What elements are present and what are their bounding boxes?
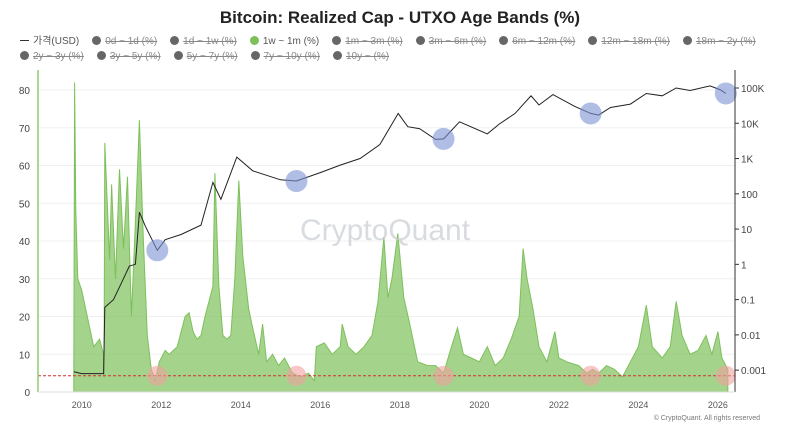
- chart-title: Bitcoin: Realized Cap - UTXO Age Bands (…: [219, 8, 581, 27]
- y-left-tick-label: 20: [19, 313, 31, 324]
- x-tick-label: 2026: [708, 400, 728, 410]
- band-low-circle: [580, 365, 601, 386]
- y-right-tick-label: 0.1: [741, 296, 755, 307]
- legend-label: 18m ~ 2y (%): [695, 36, 756, 47]
- dot-swatch-icon: [499, 36, 509, 45]
- dot-swatch-icon: [249, 36, 259, 45]
- price-line-group: [73, 85, 727, 375]
- legend: 가격(USD) 0d ~ 1d (%) 1d ~ 1w (%) 1w ~ 1m (%)…: [20, 34, 790, 64]
- price-line: [73, 85, 727, 375]
- legend-label: 1m ~ 3m (%): [345, 36, 403, 47]
- y-left-tick-label: 80: [19, 86, 31, 97]
- band-low-circle: [433, 365, 454, 386]
- dot-swatch-icon: [92, 36, 102, 45]
- x-tick-label: 2022: [549, 400, 569, 410]
- price-low-circle: [579, 102, 602, 125]
- watermark: CryptoQuant: [300, 214, 471, 247]
- x-tick-label: 2012: [151, 400, 171, 410]
- legend-item[interactable]: 5y ~ 7y (%): [173, 49, 238, 64]
- y-right-tick-label: 10: [741, 225, 753, 236]
- dot-swatch-icon: [173, 51, 183, 60]
- y-right-tick-label: 100K: [741, 84, 765, 95]
- legend-label: 1w ~ 1m (%): [262, 36, 320, 47]
- legend-item[interactable]: 1w ~ 1m (%): [249, 34, 320, 49]
- legend-item[interactable]: 3y ~ 5y (%): [96, 49, 161, 64]
- legend-item[interactable]: 가격(USD): [20, 34, 79, 49]
- dot-swatch-icon: [96, 51, 106, 60]
- y-left-tick-label: 40: [19, 237, 31, 248]
- y-left-tick-label: 10: [19, 350, 31, 361]
- y-left-tick-label: 60: [19, 162, 31, 173]
- price-low-circle: [285, 170, 308, 193]
- y-right-tick-label: 1: [741, 260, 747, 271]
- band-low-circle: [147, 365, 168, 386]
- x-tick-label: 2018: [390, 400, 410, 410]
- x-tick-label: 2014: [231, 400, 251, 410]
- y-left-tick-label: 0: [24, 388, 30, 399]
- dot-swatch-icon: [332, 36, 342, 45]
- legend-item[interactable]: 10y ~ (%): [333, 49, 389, 64]
- legend-label: 6m ~ 12m (%): [512, 36, 576, 47]
- legend-label: 2y ~ 3y (%): [33, 51, 84, 62]
- axes: 0 10 20 30 40 50 60 70 80 0.001 0.01 0.1 1 10 100 1K 10K…: [19, 70, 766, 410]
- x-tick-label: 2016: [310, 400, 330, 410]
- legend-label: 1d ~ 1w (%): [183, 36, 237, 47]
- y-left-tick-label: 70: [19, 124, 31, 135]
- legend-item[interactable]: 2y ~ 3y (%): [20, 49, 84, 64]
- annotation-circles: [146, 82, 737, 386]
- dot-swatch-icon: [682, 36, 692, 45]
- y-right-tick-label: 0.001: [741, 366, 766, 377]
- dot-swatch-icon: [170, 36, 180, 45]
- y-left-tick-label: 30: [19, 275, 31, 286]
- legend-item[interactable]: 1m ~ 3m (%): [332, 34, 403, 49]
- y-right-tick-label: 0.01: [741, 331, 761, 342]
- legend-label: 0d ~ 1d (%): [105, 36, 158, 47]
- legend-label: 3y ~ 5y (%): [109, 51, 161, 62]
- y-right-tick-label: 1K: [741, 155, 754, 166]
- legend-label: 3m ~ 6m (%): [428, 36, 487, 47]
- dot-swatch-icon: [333, 51, 342, 60]
- price-low-circle: [714, 82, 737, 105]
- legend-item[interactable]: 18m ~ 2y (%): [682, 34, 756, 49]
- band-area-path: [73, 82, 729, 393]
- y-right-tick-label: 100: [741, 190, 758, 201]
- band-low-circle: [286, 365, 307, 386]
- legend-label: 10y ~ (%): [346, 51, 390, 62]
- legend-label: 12m ~ 18m (%): [601, 36, 670, 47]
- legend-item[interactable]: 1d ~ 1w (%): [170, 34, 237, 49]
- band-area: [73, 82, 729, 393]
- legend-label: 가격(USD): [33, 36, 80, 47]
- x-tick-label: 2020: [469, 400, 489, 410]
- dot-swatch-icon: [250, 51, 260, 60]
- dot-swatch-icon: [20, 51, 29, 60]
- price-low-circle: [432, 127, 455, 150]
- legend-item[interactable]: 0d ~ 1d (%): [92, 34, 157, 49]
- price-low-circle: [146, 239, 169, 262]
- legend-item[interactable]: 6m ~ 12m (%): [499, 34, 575, 49]
- x-tick-label: 2024: [628, 400, 648, 410]
- legend-item[interactable]: 3m ~ 6m (%): [415, 34, 487, 49]
- band-low-circle: [715, 365, 736, 386]
- line-swatch-icon: [20, 40, 29, 41]
- legend-item[interactable]: 12m ~ 18m (%): [588, 34, 670, 49]
- dot-swatch-icon: [588, 36, 598, 45]
- legend-item[interactable]: 7y ~ 10y (%): [250, 49, 320, 64]
- dot-swatch-icon: [415, 36, 425, 45]
- y-left-tick-label: 50: [19, 199, 31, 210]
- x-tick-label: 2010: [72, 400, 92, 410]
- legend-label: 7y ~ 10y (%): [263, 51, 320, 62]
- legend-label: 5y ~ 7y (%): [186, 51, 238, 62]
- credit: © CryptoQuant. All rights reserved: [654, 414, 760, 422]
- y-right-tick-label: 10K: [741, 119, 759, 130]
